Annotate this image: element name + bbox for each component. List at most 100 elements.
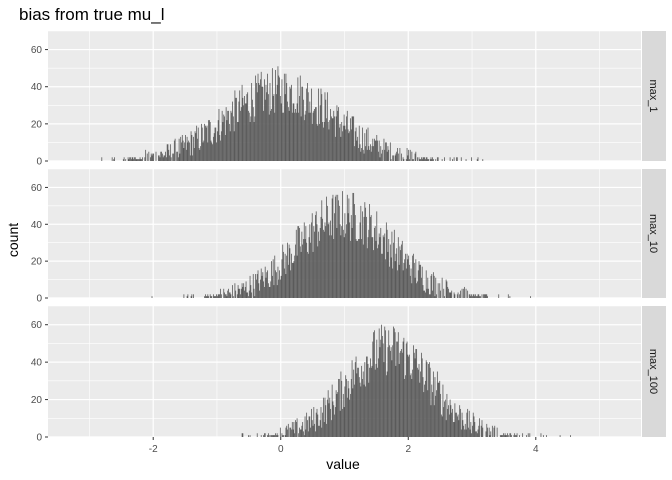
histogram-bar bbox=[288, 110, 290, 161]
histogram-bar bbox=[414, 277, 416, 298]
histogram-bar bbox=[228, 123, 230, 161]
histogram-bar bbox=[333, 110, 335, 161]
histogram-bar bbox=[461, 288, 463, 298]
histogram-bar bbox=[333, 239, 335, 298]
histogram-bar bbox=[354, 146, 355, 161]
histogram-bar bbox=[334, 136, 336, 161]
histogram-bar bbox=[456, 294, 458, 298]
histogram-bar bbox=[259, 84, 261, 161]
histogram-bar bbox=[372, 237, 374, 298]
histogram-bar bbox=[164, 155, 166, 161]
histogram-bar bbox=[364, 202, 366, 298]
histogram-bar bbox=[480, 425, 482, 437]
histogram-bar bbox=[397, 332, 399, 437]
histogram-bar bbox=[418, 261, 420, 298]
histogram-bar bbox=[151, 296, 153, 298]
histogram-bar bbox=[315, 412, 317, 437]
histogram-bar bbox=[139, 157, 141, 161]
histogram-bar bbox=[270, 110, 272, 161]
histogram-bar bbox=[367, 127, 369, 161]
histogram-bar bbox=[324, 222, 326, 298]
histogram-bar bbox=[411, 151, 413, 161]
histogram-bar bbox=[284, 94, 286, 161]
histogram-bar bbox=[321, 94, 323, 161]
histogram-bar bbox=[459, 294, 461, 298]
histogram-bar bbox=[361, 239, 363, 298]
histogram-bar bbox=[150, 153, 152, 161]
histogram-bar bbox=[229, 292, 231, 298]
histogram-bar bbox=[375, 140, 377, 161]
histogram-bar bbox=[184, 142, 186, 161]
histogram-bar bbox=[502, 435, 504, 437]
histogram-bar bbox=[254, 116, 256, 161]
histogram-bar bbox=[418, 364, 420, 437]
histogram-bar bbox=[127, 157, 129, 161]
histogram-bar bbox=[324, 397, 326, 437]
histogram-bar bbox=[465, 159, 467, 161]
histogram-bar bbox=[419, 264, 421, 298]
histogram-bar bbox=[484, 294, 486, 298]
histogram-bar bbox=[491, 425, 493, 437]
histogram-bar bbox=[142, 157, 143, 161]
histogram-bar bbox=[334, 213, 335, 298]
histogram-bar bbox=[330, 109, 331, 161]
histogram-bar bbox=[388, 330, 390, 437]
histogram-bar bbox=[383, 138, 385, 161]
histogram-bar bbox=[208, 120, 210, 161]
histogram-bar bbox=[396, 248, 398, 298]
histogram-bar bbox=[243, 283, 245, 298]
histogram-bar bbox=[261, 275, 263, 298]
histogram-bar bbox=[449, 292, 451, 298]
histogram-bar bbox=[338, 378, 339, 437]
histogram-bar bbox=[269, 83, 271, 161]
histogram-bar bbox=[467, 290, 469, 298]
histogram-bar bbox=[416, 349, 418, 437]
y-tick-label: 40 bbox=[31, 82, 43, 93]
histogram-bar bbox=[343, 114, 345, 161]
histogram-bar bbox=[216, 296, 218, 298]
histogram-bar bbox=[384, 233, 386, 298]
histogram-bar bbox=[191, 135, 193, 161]
histogram-bar bbox=[286, 425, 288, 437]
histogram-bar bbox=[304, 114, 306, 161]
histogram-bar bbox=[315, 107, 316, 161]
histogram-bar bbox=[460, 429, 462, 437]
histogram-bar bbox=[407, 155, 409, 161]
histogram-bar bbox=[303, 120, 305, 161]
histogram-bar bbox=[373, 332, 374, 437]
histogram-bar bbox=[330, 116, 332, 161]
histogram-bar bbox=[435, 277, 437, 298]
histogram-bar bbox=[309, 224, 311, 298]
histogram-bar bbox=[317, 414, 319, 437]
histogram-bar bbox=[193, 294, 194, 298]
histogram-bar bbox=[421, 157, 422, 161]
histogram-bar bbox=[338, 127, 340, 161]
histogram-bar bbox=[275, 272, 277, 298]
histogram-bar bbox=[360, 205, 362, 298]
histogram-bar bbox=[358, 125, 360, 161]
histogram-bar bbox=[279, 77, 280, 161]
histogram-bar bbox=[299, 75, 301, 161]
histogram-bar bbox=[355, 356, 357, 437]
histogram-bar bbox=[507, 294, 509, 298]
histogram-bar bbox=[225, 294, 227, 298]
histogram-bar bbox=[228, 288, 229, 298]
histogram-bar bbox=[194, 131, 196, 161]
histogram-bar bbox=[494, 425, 496, 437]
histogram-bars bbox=[241, 324, 571, 437]
histogram-bar bbox=[216, 142, 217, 161]
histogram-bar bbox=[365, 146, 367, 161]
histogram-bar bbox=[316, 224, 318, 298]
histogram-bar bbox=[370, 367, 372, 437]
histogram-bar bbox=[285, 274, 287, 298]
histogram-bar bbox=[303, 431, 304, 437]
histogram-bar bbox=[356, 140, 358, 161]
histogram-bar bbox=[398, 264, 400, 298]
facet-strip-label: max_100 bbox=[647, 349, 659, 394]
histogram-bar bbox=[356, 240, 358, 298]
histogram-bar bbox=[300, 116, 302, 161]
histogram-bar bbox=[442, 384, 444, 437]
histogram-bar bbox=[413, 345, 414, 437]
histogram-bar bbox=[240, 107, 242, 161]
histogram-bar bbox=[425, 380, 426, 437]
